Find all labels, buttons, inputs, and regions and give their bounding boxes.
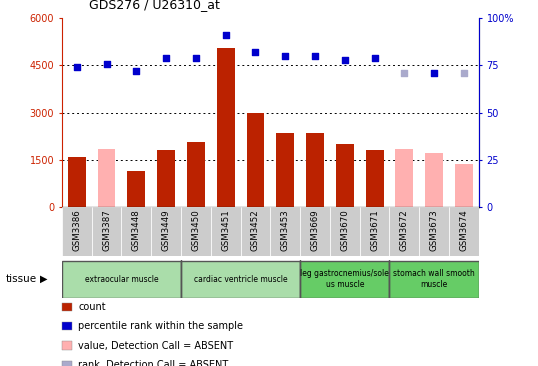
Point bbox=[430, 70, 438, 76]
Bar bbox=[419, 207, 449, 256]
Text: GSM3673: GSM3673 bbox=[430, 209, 438, 251]
Bar bbox=[455, 164, 473, 207]
Bar bbox=[151, 207, 181, 256]
Point bbox=[311, 53, 320, 59]
Bar bbox=[390, 261, 479, 298]
Text: GSM3452: GSM3452 bbox=[251, 209, 260, 251]
Text: GSM3672: GSM3672 bbox=[400, 209, 409, 251]
Point bbox=[102, 61, 111, 67]
Text: cardiac ventricle muscle: cardiac ventricle muscle bbox=[194, 274, 287, 284]
Bar bbox=[68, 157, 86, 207]
Bar bbox=[157, 150, 175, 207]
Bar bbox=[300, 261, 390, 298]
Bar bbox=[181, 207, 211, 256]
Text: GSM3386: GSM3386 bbox=[72, 209, 81, 251]
Point bbox=[192, 55, 200, 61]
Text: stomach wall smooth
muscle: stomach wall smooth muscle bbox=[393, 269, 475, 289]
Point bbox=[162, 55, 171, 61]
Bar bbox=[366, 150, 384, 207]
Text: GSM3453: GSM3453 bbox=[281, 209, 290, 251]
Bar bbox=[181, 261, 300, 298]
Point bbox=[370, 55, 379, 61]
Bar bbox=[306, 133, 324, 207]
Text: GSM3451: GSM3451 bbox=[221, 209, 230, 251]
Text: GSM3671: GSM3671 bbox=[370, 209, 379, 251]
Bar bbox=[425, 153, 443, 207]
Text: GSM3670: GSM3670 bbox=[341, 209, 349, 251]
Text: GSM3448: GSM3448 bbox=[132, 209, 141, 251]
Text: GDS276 / U26310_at: GDS276 / U26310_at bbox=[89, 0, 220, 11]
Point bbox=[281, 53, 289, 59]
Bar bbox=[187, 142, 205, 207]
Text: GSM3450: GSM3450 bbox=[192, 209, 200, 251]
Bar bbox=[277, 133, 294, 207]
Bar bbox=[246, 113, 264, 207]
Bar bbox=[336, 144, 353, 207]
Text: GSM3674: GSM3674 bbox=[459, 209, 469, 251]
Point bbox=[132, 68, 140, 74]
Text: count: count bbox=[78, 302, 105, 313]
Bar bbox=[62, 261, 181, 298]
Text: GSM3449: GSM3449 bbox=[161, 209, 171, 251]
Bar bbox=[122, 207, 151, 256]
Bar bbox=[62, 207, 91, 256]
Bar bbox=[91, 207, 122, 256]
Text: extraocular muscle: extraocular muscle bbox=[84, 274, 158, 284]
Bar bbox=[128, 171, 145, 207]
Text: leg gastrocnemius/sole
us muscle: leg gastrocnemius/sole us muscle bbox=[300, 269, 389, 289]
Text: rank, Detection Call = ABSENT: rank, Detection Call = ABSENT bbox=[78, 359, 228, 366]
Bar bbox=[217, 48, 235, 207]
Bar bbox=[449, 207, 479, 256]
Bar bbox=[270, 207, 300, 256]
Point bbox=[459, 70, 468, 76]
Bar bbox=[240, 207, 270, 256]
Point bbox=[400, 70, 409, 76]
Text: ▶: ▶ bbox=[40, 274, 47, 284]
Bar bbox=[360, 207, 390, 256]
Text: GSM3669: GSM3669 bbox=[310, 209, 320, 251]
Point bbox=[73, 64, 81, 70]
Bar bbox=[395, 149, 413, 207]
Bar bbox=[211, 207, 240, 256]
Point bbox=[221, 32, 230, 38]
Text: tissue: tissue bbox=[5, 274, 37, 284]
Bar bbox=[390, 207, 419, 256]
Point bbox=[341, 57, 349, 63]
Bar bbox=[97, 149, 116, 207]
Bar bbox=[300, 207, 330, 256]
Point bbox=[251, 49, 260, 55]
Bar bbox=[330, 207, 360, 256]
Text: GSM3387: GSM3387 bbox=[102, 209, 111, 251]
Text: percentile rank within the sample: percentile rank within the sample bbox=[78, 321, 243, 332]
Text: value, Detection Call = ABSENT: value, Detection Call = ABSENT bbox=[78, 340, 233, 351]
